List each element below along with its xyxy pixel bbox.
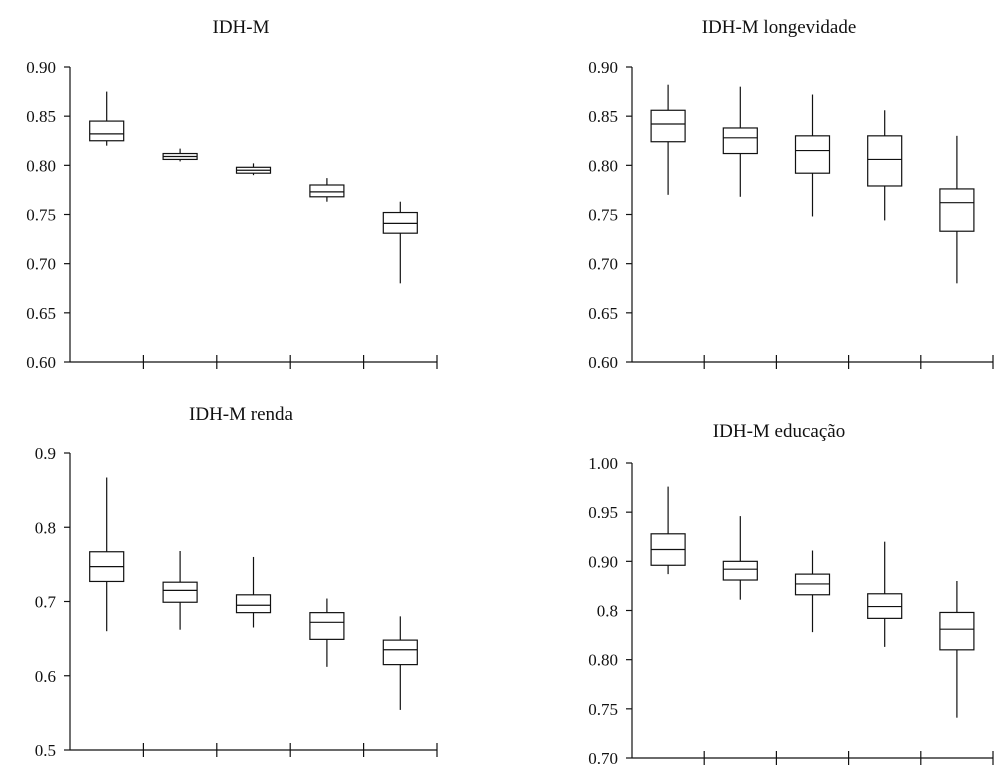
- box-4: [309, 178, 345, 202]
- box-2: [162, 148, 198, 162]
- y-tick-label: 0.95: [588, 503, 618, 522]
- box-5: [382, 616, 418, 710]
- y-tick-label: 0.5: [35, 741, 56, 760]
- box-5: [939, 135, 975, 284]
- box-body: [867, 135, 903, 187]
- box-4: [867, 110, 903, 221]
- box-body: [309, 612, 345, 640]
- chart-title: IDH-M renda: [189, 404, 294, 425]
- box-1: [650, 84, 686, 195]
- chart-title: IDH-M: [213, 17, 270, 38]
- y-tick-label: 0.7: [35, 593, 57, 612]
- y-tick-label: 0.65: [26, 304, 56, 323]
- y-tick-label: 0.80: [26, 156, 56, 175]
- box-5: [382, 201, 418, 284]
- box-2: [722, 86, 758, 197]
- y-tick-label: 0.80: [588, 156, 618, 175]
- y-tick-label: 0.6: [35, 667, 56, 686]
- y-tick-label: 0.70: [26, 255, 56, 274]
- y-tick-label: 0.60: [588, 353, 618, 372]
- box-body: [309, 184, 345, 198]
- box-2: [162, 551, 198, 630]
- box-body: [382, 639, 418, 666]
- box-2: [722, 516, 758, 600]
- y-tick-label: 0.75: [588, 206, 618, 225]
- box-body: [162, 581, 198, 603]
- box-body: [235, 594, 272, 614]
- y-tick-label: 0.70: [588, 255, 618, 274]
- box-4: [867, 541, 903, 647]
- y-tick-label: 0.90: [26, 58, 56, 77]
- y-tick-label: 0.80: [588, 651, 618, 670]
- box-3: [794, 550, 831, 633]
- y-tick-label: 0.60: [26, 353, 56, 372]
- chart-panel-3: IDH-M renda 0.5 0.6 0.7 0.8 0.9: [35, 404, 438, 760]
- chart-panel-1: IDH-M 0.60 0.65 0.70 0.75 0.80 0.85 0.90: [26, 17, 438, 372]
- box-1: [89, 91, 125, 146]
- chart-title: IDH-M longevidade: [702, 17, 857, 38]
- box-body: [722, 560, 758, 581]
- y-tick-label: 0.8: [35, 518, 56, 537]
- box-body: [939, 611, 975, 651]
- box-1: [89, 477, 125, 632]
- box-5: [939, 581, 975, 718]
- chart-panel-4: IDH-M educação 0.70 0.75 0.80 0.8 0.90 0.95 1.0…: [588, 421, 994, 766]
- chart-title: IDH-M educação: [713, 421, 845, 442]
- y-tick-label: 0.9: [35, 444, 56, 463]
- y-tick-label: 0.8: [597, 602, 618, 621]
- y-tick-label: 1.00: [588, 454, 618, 473]
- y-tick-label: 0.90: [588, 58, 618, 77]
- box-body: [722, 127, 758, 155]
- y-tick-label: 0.90: [588, 552, 618, 571]
- y-tick-label: 0.70: [588, 749, 618, 766]
- y-tick-label: 0.75: [26, 206, 56, 225]
- y-tick-label: 0.85: [588, 107, 618, 126]
- box-body: [794, 135, 831, 174]
- box-body: [650, 109, 686, 143]
- y-tick-label: 0.75: [588, 700, 618, 719]
- box-1: [650, 486, 686, 575]
- y-tick-label: 0.85: [26, 107, 56, 126]
- box-3: [235, 556, 272, 628]
- box-body: [939, 188, 975, 232]
- chart-panel-2: IDH-M longevidade 0.60 0.65 0.70 0.75 0.80 0.8…: [588, 17, 994, 372]
- box-4: [309, 598, 345, 667]
- box-3: [794, 94, 831, 217]
- box-body: [89, 120, 125, 142]
- y-tick-label: 0.65: [588, 304, 618, 323]
- box-3: [235, 163, 272, 176]
